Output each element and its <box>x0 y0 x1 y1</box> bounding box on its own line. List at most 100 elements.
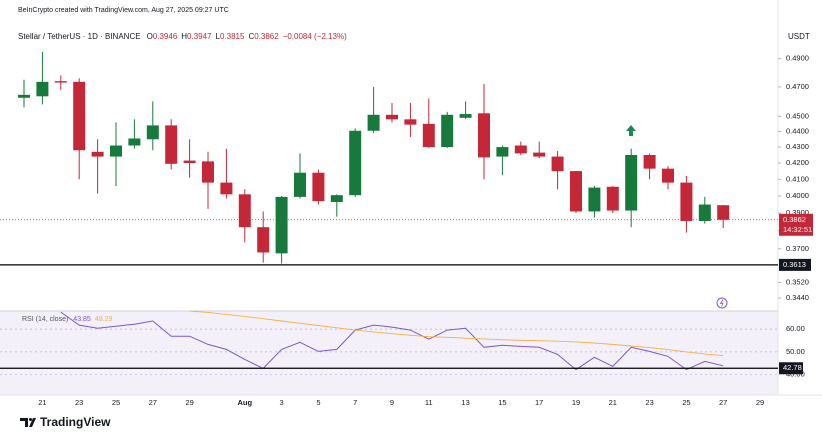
x-tick-label: 25 <box>112 398 120 407</box>
rsi-pane-bg <box>0 311 778 395</box>
y-tick-label: 0.4000 <box>786 191 809 200</box>
rsi-hline-label: 42.78 <box>783 363 802 372</box>
signal-arrow <box>626 125 636 136</box>
support-tag <box>779 258 811 271</box>
candle-body <box>330 195 343 202</box>
y-tick-label: 0.4100 <box>786 174 809 183</box>
x-tick-label: 5 <box>316 398 320 407</box>
candle-body <box>275 196 288 254</box>
candle-body <box>422 123 435 148</box>
x-tick-label: 15 <box>498 398 506 407</box>
rsi-ma-line <box>189 310 724 357</box>
candle-body <box>238 194 251 228</box>
candle-body <box>533 152 546 157</box>
rsi-tick-label: 50.00 <box>786 347 805 356</box>
rsi-header: RSI (14, close) 43.85 48.29 <box>22 316 112 323</box>
candle-body <box>349 130 362 196</box>
x-tick-label: 21 <box>38 398 46 407</box>
candle-body <box>404 119 417 125</box>
y-tick-label: 0.3900 <box>786 208 809 217</box>
candle-body <box>91 151 104 157</box>
candle-body <box>18 94 30 98</box>
y-tick-label: 0.4200 <box>786 158 809 167</box>
y-tick-label: 0.3700 <box>786 244 809 253</box>
symbol-header: Stellar / TetherUS · 1D · BINANCE O0.3946… <box>18 32 347 41</box>
countdown: 14:32:51 <box>783 225 812 234</box>
candle-body <box>128 138 141 146</box>
x-tick-label: 7 <box>353 398 357 407</box>
y-tick-label: 0.4700 <box>786 82 809 91</box>
candle-body <box>220 182 233 195</box>
support-label: 0.3613 <box>783 260 806 269</box>
l-label: L <box>216 32 221 41</box>
y-tick-label: 0.4300 <box>786 142 809 151</box>
x-tick-label: Aug <box>238 398 253 407</box>
candle-body <box>606 186 619 211</box>
last-price-label: 0.3862 <box>783 215 806 224</box>
y-tick-label: 0.3520 <box>786 278 809 287</box>
event-icon <box>716 297 728 309</box>
logo-text: TradingView <box>40 415 111 429</box>
candle-body <box>73 81 86 151</box>
candle-body <box>662 168 674 183</box>
logo <box>20 418 36 427</box>
x-tick-label: 9 <box>390 398 394 407</box>
o-value: 0.3946 <box>153 32 178 41</box>
candle-body <box>551 156 564 172</box>
candle-body <box>386 114 398 120</box>
candle-body <box>441 114 454 148</box>
x-tick-label: 13 <box>461 398 469 407</box>
candle-body <box>680 182 693 222</box>
symbol: Stellar / TetherUS · 1D · BINANCE <box>18 32 141 41</box>
x-tick-label: 29 <box>185 398 193 407</box>
h-label: H <box>181 32 187 41</box>
candle-body <box>367 114 380 131</box>
x-tick-label: 25 <box>682 398 690 407</box>
candle-body <box>496 147 509 157</box>
candle-body <box>165 125 178 164</box>
candle-body <box>625 154 638 211</box>
candle-body <box>110 145 122 157</box>
h-value: 0.3947 <box>187 32 212 41</box>
candle-body <box>514 145 527 154</box>
candle-body <box>643 154 656 169</box>
candle-body <box>698 204 711 222</box>
rsi-line <box>60 311 724 371</box>
c-label: C <box>248 32 254 41</box>
candle-body <box>717 205 730 220</box>
y-tick-label: 0.4900 <box>786 54 809 63</box>
x-tick-label: 17 <box>535 398 543 407</box>
x-tick-label: 3 <box>280 398 284 407</box>
x-tick-label: 11 <box>425 398 433 407</box>
change: −0.0084 (−2.13%) <box>283 32 347 41</box>
candle-body <box>54 81 67 83</box>
rsi-hline-tag <box>779 362 803 375</box>
y-tick-label: 0.3440 <box>786 293 809 302</box>
o-label: O <box>147 32 153 41</box>
candle-body <box>294 172 306 197</box>
candle-body <box>202 161 214 183</box>
l-value: 0.3815 <box>220 32 245 41</box>
candle-body <box>183 160 196 163</box>
last-price-tag <box>779 213 813 236</box>
candle-body <box>478 113 490 158</box>
x-tick-label: 27 <box>149 398 157 407</box>
candle-body <box>146 125 159 140</box>
x-tick-label: 19 <box>572 398 580 407</box>
rsi-title: RSI (14, close) <box>22 316 68 323</box>
y-tick-label: 0.4500 <box>786 111 809 120</box>
candle-body <box>459 114 472 118</box>
rsi-value: 43.85 <box>73 316 91 323</box>
y-tick-label: 0.4400 <box>786 126 809 135</box>
candle-body <box>36 81 49 97</box>
event-bolt <box>719 299 724 307</box>
currency: USDT <box>788 32 810 41</box>
credit: BeInCrypto created with TradingView.com,… <box>18 7 229 14</box>
logo-icon <box>20 418 36 427</box>
x-tick-label: 21 <box>609 398 617 407</box>
x-tick-label: 23 <box>75 398 83 407</box>
x-tick-label: 29 <box>756 398 764 407</box>
c-value: 0.3862 <box>254 32 279 41</box>
rsi-ma-value: 48.29 <box>95 316 113 323</box>
